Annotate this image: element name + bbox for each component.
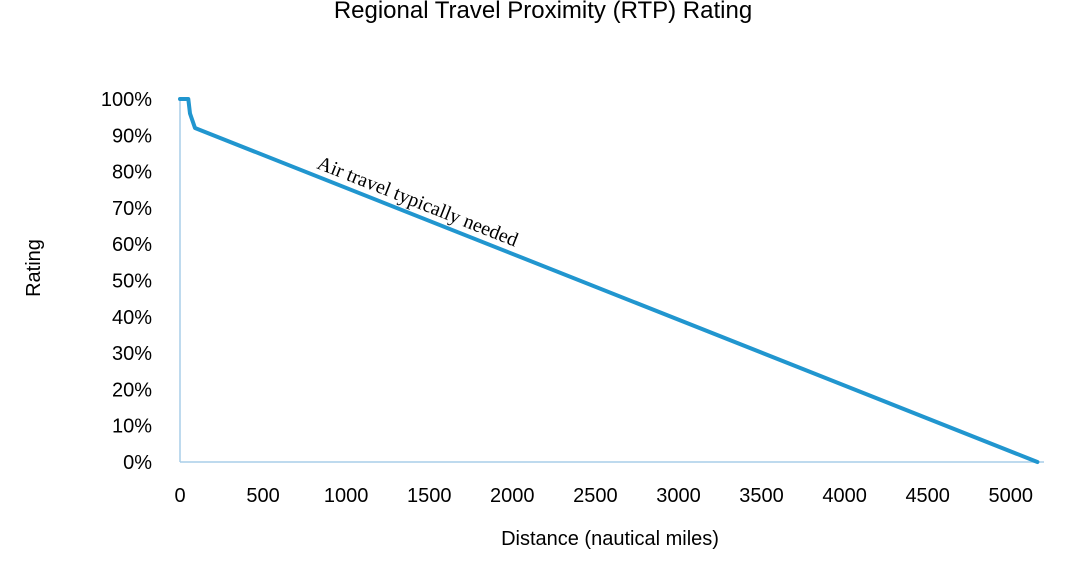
x-tick-label: 3000 [656,485,701,507]
y-tick-label: 10% [112,416,152,438]
x-tick-label: 500 [246,485,279,507]
x-tick-label: 3500 [739,485,784,507]
x-tick-label: 1000 [324,485,369,507]
y-axis-ticks: 0% 10% 20% 30% 40% 50% 60% 70% 80% 90% 100% [101,89,152,474]
x-tick-label: 5000 [989,485,1034,507]
x-tick-label: 1500 [407,485,452,507]
y-tick-label: 40% [112,307,152,329]
y-tick-label: 20% [112,379,152,401]
x-tick-label: 4500 [905,485,950,507]
y-tick-label: 80% [112,162,152,184]
series-group [178,97,1040,464]
x-tick-label: 2500 [573,485,618,507]
y-tick-label: 50% [112,271,152,293]
x-axis-title: Distance (nautical miles) [501,528,719,550]
y-tick-label: 30% [112,343,152,365]
y-tick-label: 90% [112,125,152,147]
x-tick-label: 4000 [822,485,867,507]
x-tick-label: 2000 [490,485,535,507]
y-axis-title: Rating [23,239,45,297]
y-tick-label: 70% [112,198,152,220]
y-tick-label: 100% [101,89,152,111]
y-tick-label: 60% [112,234,152,256]
x-axis-ticks: 0 500 1000 1500 2000 2500 3000 3500 4000 4500 5000 [174,485,1033,507]
y-tick-label: 0% [123,452,152,474]
series-line [178,97,1040,464]
annotation-air-travel: Air travel typically needed [314,152,521,251]
x-tick-label: 0 [174,485,185,507]
chart-title: Regional Travel Proximity (RTP) Rating [334,0,752,24]
